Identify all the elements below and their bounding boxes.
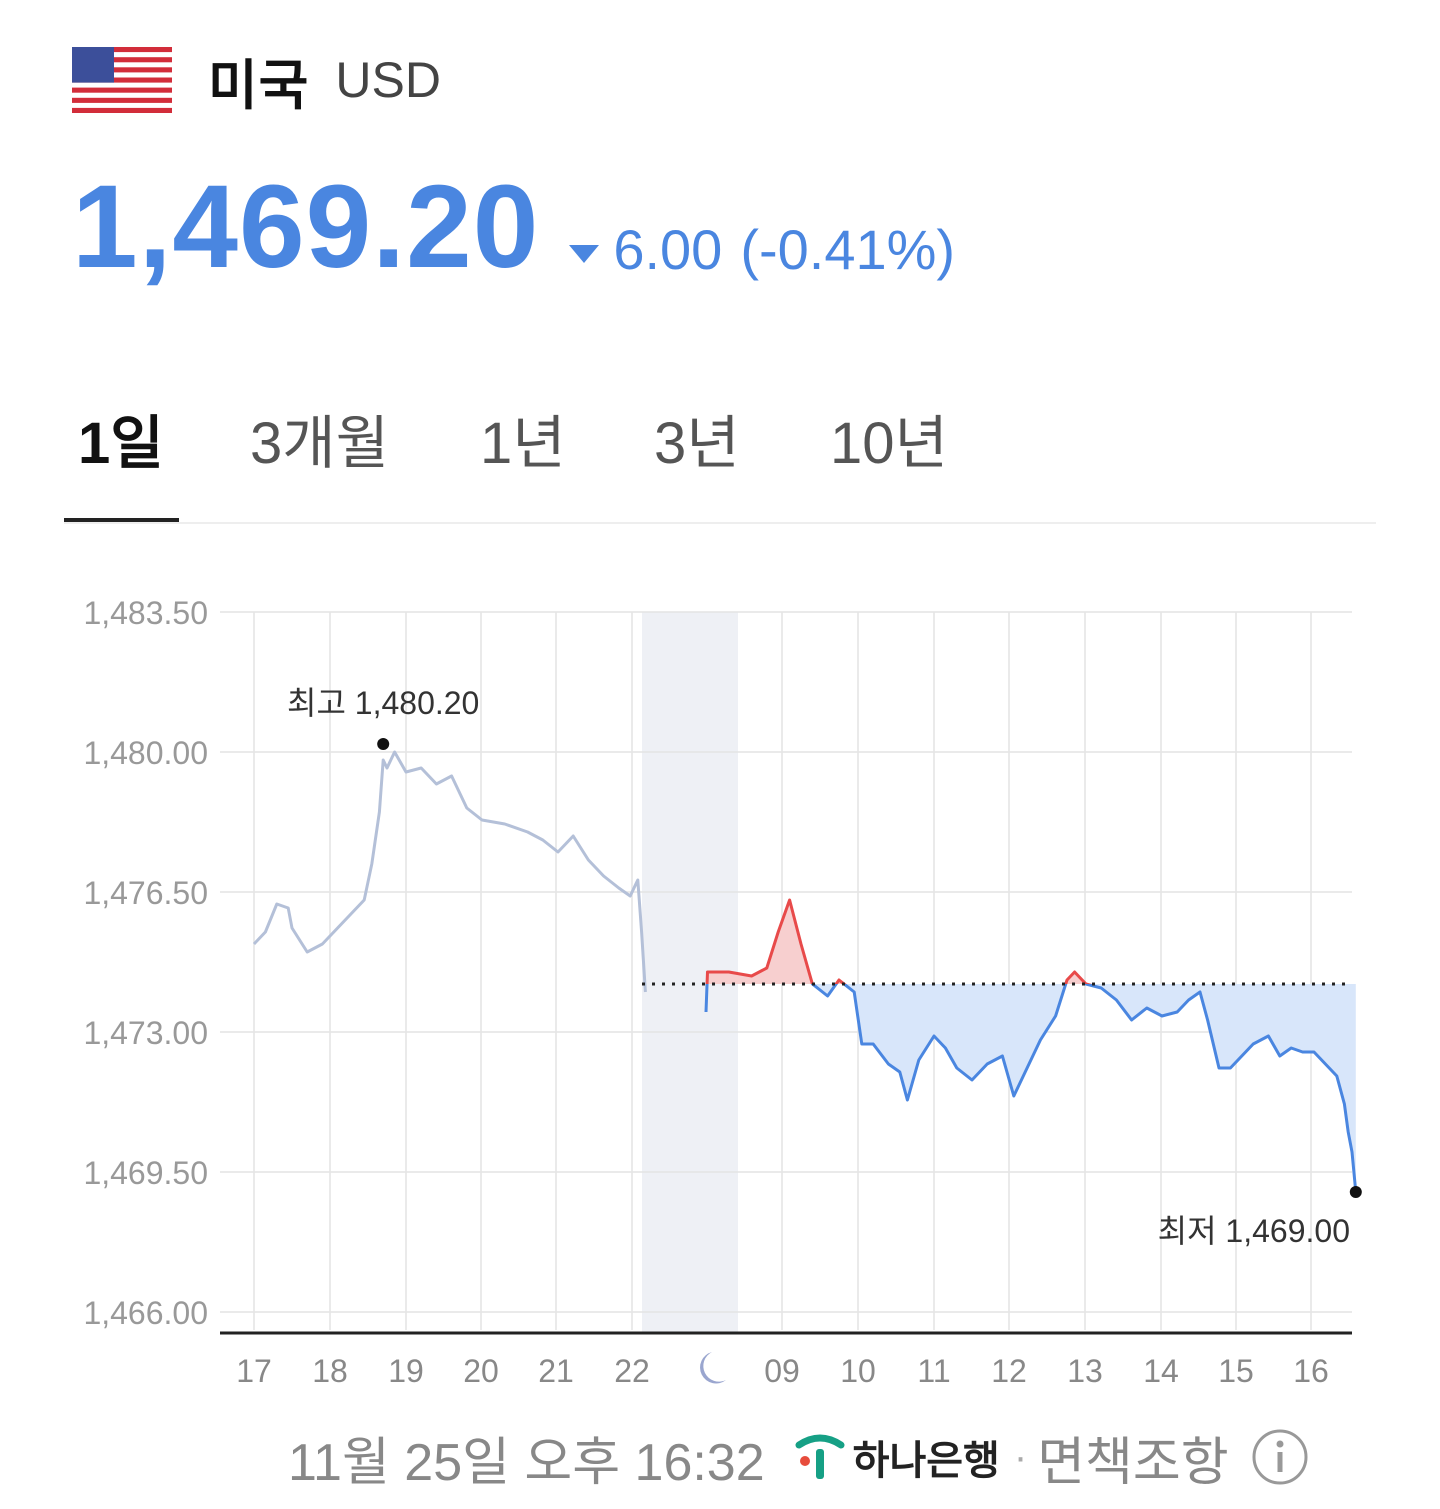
footer: 11월 25일 오후 16:32 하나은행 · 면책조항 xyxy=(288,1420,1309,1494)
x-tick-label: 10 xyxy=(840,1353,876,1389)
y-tick-label: 1,473.00 xyxy=(83,1015,208,1051)
high-label: 최고 1,480.20 xyxy=(287,685,479,721)
country-name: 미국 xyxy=(208,53,310,117)
x-tick-label: 09 xyxy=(764,1353,800,1389)
y-tick-label: 1,483.50 xyxy=(83,595,208,631)
currency-header: 미국 USD xyxy=(72,40,441,120)
y-tick-label: 1,466.00 xyxy=(83,1295,208,1331)
current-price: 1,469.20 xyxy=(72,161,540,293)
disclaimer-link[interactable]: 면책조항 xyxy=(1037,1433,1229,1492)
x-tick-label: 16 xyxy=(1293,1353,1329,1389)
exchange-rate-chart[interactable]: 1,483.50 1,480.00 1,476.50 1,473.00 1,469.50… xyxy=(0,560,1440,1410)
change-percent: (-0.41%) xyxy=(740,218,956,281)
tab-1d[interactable]: 1일 xyxy=(78,411,164,476)
period-tabs: 1일 3개월 1년 3년 10년 xyxy=(64,390,1376,524)
info-icon[interactable] xyxy=(1251,1428,1309,1486)
low-marker xyxy=(1349,1186,1362,1198)
y-tick-label: 1,476.50 xyxy=(83,875,208,911)
us-flag-icon xyxy=(72,47,172,113)
high-marker xyxy=(377,738,390,750)
price-change: 6.00 (-0.41%) xyxy=(569,217,955,282)
bank-name: 하나은행 xyxy=(852,1439,1000,1483)
x-tick-label: 13 xyxy=(1067,1353,1103,1389)
series-line-today-down xyxy=(704,984,1358,1193)
x-tick-label: 18 xyxy=(312,1353,348,1389)
down-arrow-icon xyxy=(569,244,600,263)
footer-separator: · xyxy=(1013,1434,1028,1479)
x-tick-label: 19 xyxy=(388,1353,424,1389)
update-timestamp: 11월 25일 오후 16:32 xyxy=(288,1433,765,1492)
quote-row: 1,469.20 6.00 (-0.41%) xyxy=(72,168,955,286)
today-fill-below-reference xyxy=(706,984,1356,1192)
currency-code: USD xyxy=(335,52,441,108)
bank-badge: 하나은행 xyxy=(791,1427,1000,1487)
tab-1y[interactable]: 1년 xyxy=(480,411,566,476)
x-tick-label: 15 xyxy=(1218,1353,1254,1389)
x-tick-label: 22 xyxy=(614,1353,650,1389)
x-tick-label: 12 xyxy=(991,1353,1027,1389)
y-tick-label: 1,469.50 xyxy=(83,1155,208,1191)
series-line-previous-day xyxy=(252,750,647,993)
x-tick-label: 11 xyxy=(917,1353,950,1389)
x-tick-label: 17 xyxy=(236,1353,272,1389)
x-tick-label: 14 xyxy=(1143,1353,1179,1389)
hana-bank-logo-icon xyxy=(795,1434,845,1479)
tab-10y[interactable]: 10년 xyxy=(830,411,948,476)
active-tab-indicator xyxy=(64,518,179,522)
tab-3y[interactable]: 3년 xyxy=(654,411,740,476)
change-value: 6.00 xyxy=(613,218,723,281)
today-fill-above-reference xyxy=(706,900,1356,984)
x-tick-label: 20 xyxy=(463,1353,499,1389)
low-label: 최저 1,469.00 xyxy=(1158,1213,1350,1249)
y-tick-label: 1,480.00 xyxy=(83,735,208,771)
x-tick-label: 21 xyxy=(538,1353,574,1389)
tab-3m[interactable]: 3개월 xyxy=(250,411,389,476)
moon-icon xyxy=(700,1352,726,1384)
